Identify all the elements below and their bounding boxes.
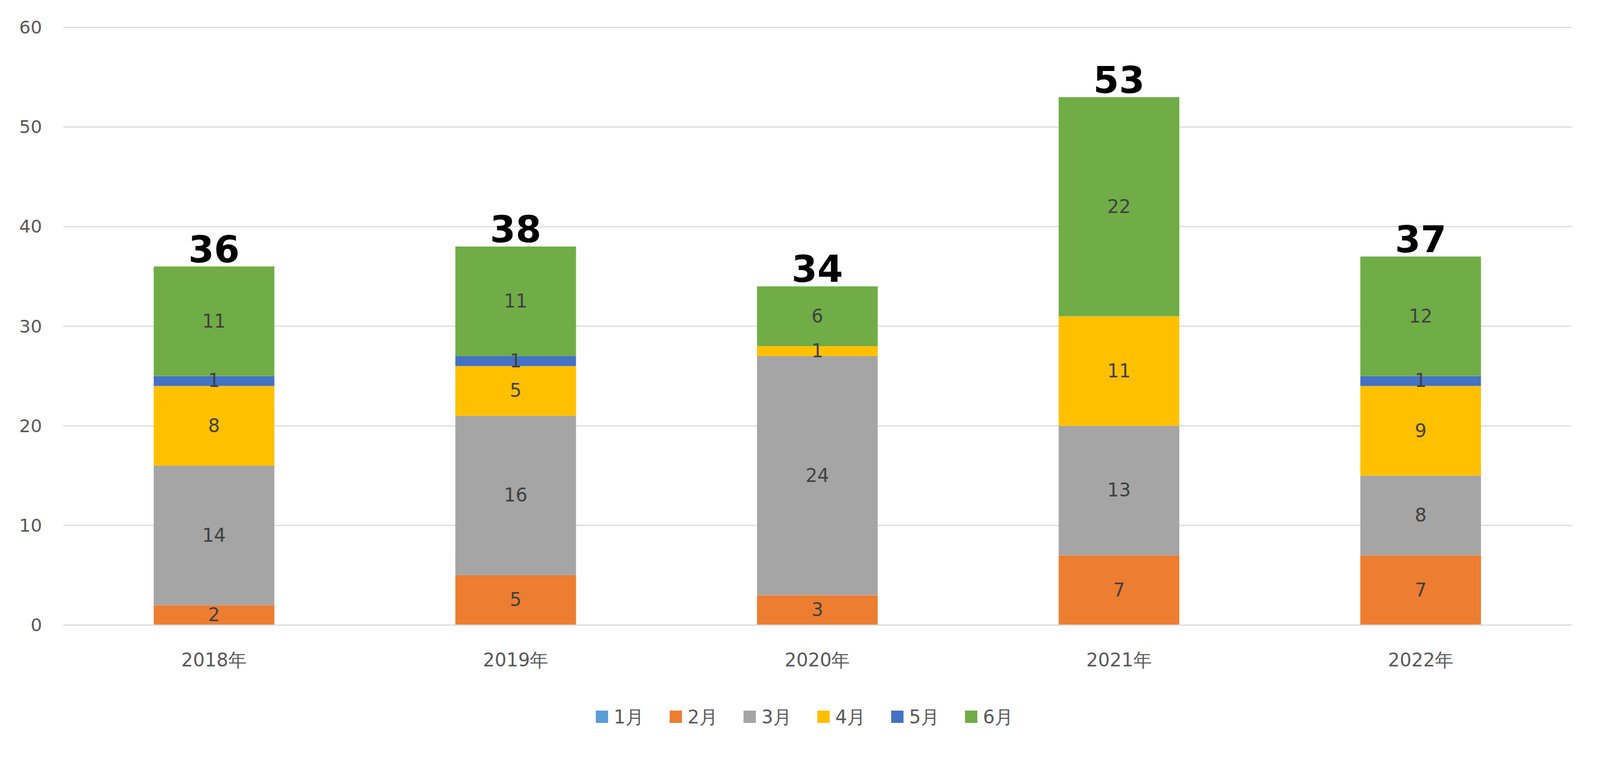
grid-line — [63, 226, 1572, 228]
data-label: 1 — [208, 369, 220, 392]
chart-svg: 0102030405060214811151651113241671311227… — [0, 0, 1600, 757]
chart-root: 0102030405060214811151651113241671311227… — [0, 0, 1600, 757]
data-label: 7 — [1414, 579, 1427, 602]
data-label: 12 — [1408, 305, 1433, 328]
bar-segment — [756, 286, 878, 347]
bar-segment — [1058, 97, 1180, 317]
data-label: 5 — [509, 589, 522, 611]
data-label: 16 — [504, 484, 528, 507]
y-tick-label: 30 — [19, 316, 42, 338]
bar-segment — [1058, 316, 1180, 427]
data-label: 1 — [509, 350, 522, 373]
data-label: 11 — [504, 290, 528, 313]
legend-label: 5月 — [909, 706, 940, 729]
data-label: 22 — [1107, 195, 1131, 218]
legend-label: 2月 — [687, 706, 718, 729]
data-label: 24 — [805, 464, 830, 487]
bar-segment — [455, 575, 577, 626]
bar-segment — [1360, 386, 1482, 476]
bar-segment — [153, 386, 275, 467]
total-label: 37 — [1394, 218, 1447, 262]
bar-segment — [756, 595, 878, 626]
total-label: 38 — [490, 208, 542, 252]
data-label: 9 — [1414, 420, 1427, 442]
data-label: 3 — [811, 599, 824, 621]
total-label: 53 — [1093, 58, 1145, 102]
bar-segment — [153, 466, 275, 606]
total-label: 34 — [791, 247, 844, 291]
total-label: 36 — [188, 228, 240, 272]
y-tick-label: 0 — [30, 614, 42, 637]
y-tick-label: 40 — [19, 215, 42, 238]
data-label: 11 — [1107, 360, 1131, 383]
data-label: 2 — [208, 604, 220, 627]
legend-label: 1月 — [613, 706, 644, 729]
y-tick-label: 60 — [19, 16, 42, 39]
bar-segment — [153, 266, 275, 377]
grid-line — [63, 624, 1572, 627]
bar-segment — [455, 416, 577, 576]
data-label: 8 — [208, 415, 220, 437]
grid-line — [63, 26, 1572, 28]
legend-label: 6月 — [982, 706, 1014, 729]
bar-segment — [1360, 476, 1482, 557]
y-tick-label: 20 — [19, 415, 42, 437]
data-label: 13 — [1107, 479, 1131, 502]
legend-label: 3月 — [761, 706, 792, 729]
bar-segment — [1360, 555, 1482, 626]
bar-segment — [455, 246, 577, 357]
bar-segment — [1360, 256, 1482, 377]
bar-segment — [1058, 555, 1180, 626]
legend-label: 4月 — [835, 706, 866, 729]
x-tick-label: 2021年 — [1086, 649, 1152, 672]
data-label: 1 — [1414, 369, 1427, 392]
x-tick-label: 2022年 — [1387, 649, 1454, 672]
legend-swatch — [669, 711, 682, 724]
x-tick-label: 2018年 — [181, 649, 247, 672]
legend-swatch — [817, 711, 830, 724]
data-label: 7 — [1113, 579, 1126, 602]
y-tick-label: 50 — [19, 116, 42, 138]
legend-swatch — [743, 711, 756, 724]
bar-segment — [1058, 426, 1180, 557]
bars — [153, 97, 1481, 626]
data-label: 1 — [811, 340, 824, 362]
data-label: 8 — [1414, 504, 1427, 527]
grid-line — [63, 126, 1572, 128]
legend-swatch — [965, 711, 978, 724]
data-label: 5 — [509, 379, 522, 402]
legend-swatch — [891, 711, 904, 724]
data-label: 6 — [811, 305, 824, 328]
data-label: 14 — [202, 524, 227, 547]
y-tick-label: 10 — [19, 515, 42, 537]
data-label: 11 — [202, 310, 227, 333]
x-axis-line — [63, 624, 1572, 627]
legend-swatch — [595, 711, 609, 724]
x-tick-label: 2019年 — [482, 649, 549, 672]
x-tick-label: 2020年 — [784, 649, 851, 672]
bar-segment — [756, 356, 878, 596]
bar-segment — [455, 366, 577, 417]
